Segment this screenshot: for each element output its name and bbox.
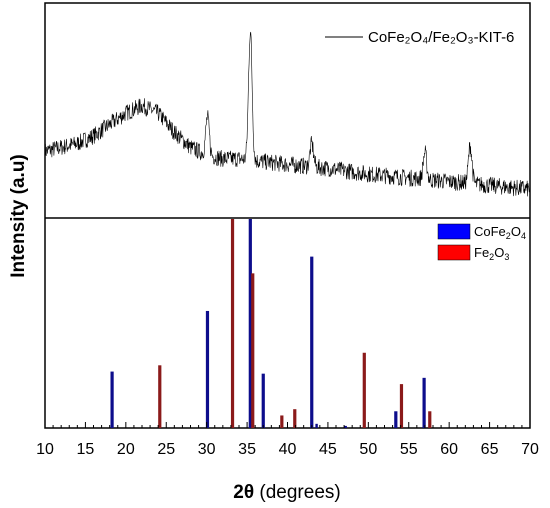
minor-reference-bar: [315, 423, 318, 428]
x-tick-label: 10: [36, 441, 54, 458]
minor-reference-bar: [344, 425, 347, 428]
cofe2o4-reference-bar: [248, 219, 252, 428]
x-tick-label: 40: [279, 441, 297, 458]
x-tick-label: 65: [481, 441, 499, 458]
fe2o3-reference-bar: [293, 409, 297, 428]
x-tick-label: 20: [117, 441, 135, 458]
cofe2o4-reference-bar: [110, 371, 114, 428]
fe2o3-reference-bar: [362, 352, 366, 428]
cofe2o4-reference-bar: [422, 377, 426, 428]
fe2o3-reference-bar: [230, 219, 235, 428]
x-tick-label: 60: [440, 441, 458, 458]
top-legend-label: CoFe₂O₄/Fe₂O₃-KIT-6: [368, 29, 514, 46]
x-axis-title: 2θ (degrees): [233, 482, 340, 503]
legend-label-fe2o3: Fe2O3: [474, 245, 509, 262]
x-tick-label: 55: [400, 441, 418, 458]
x-tick-label: 70: [521, 441, 539, 458]
legend-label-cofe2o4: CoFe2O4: [474, 224, 526, 241]
fe2o3-reference-bar: [158, 365, 162, 428]
top-legend: CoFe₂O₄/Fe₂O₃-KIT-6: [325, 29, 514, 46]
x-tick-label: 25: [157, 441, 175, 458]
cofe2o4-reference-bar: [310, 256, 314, 428]
fe2o3-reference-bar: [428, 411, 432, 428]
y-axis-title: Intensity (a.u): [8, 154, 29, 278]
x-tick-label: 30: [198, 441, 216, 458]
cofe2o4-reference-bar: [394, 411, 398, 428]
cofe2o4-reference-bar: [261, 373, 265, 428]
xrd-pattern-line: [44, 31, 531, 197]
x-tick-label: 50: [359, 441, 377, 458]
bottom-legend: CoFe2O4 Fe2O3: [437, 223, 526, 262]
plot-frame: [44, 2, 531, 429]
legend-swatch-fe2o3: [437, 244, 471, 261]
x-tick-label: 35: [238, 441, 256, 458]
x-tick-label: 15: [77, 441, 95, 458]
fe2o3-reference-bar: [251, 273, 255, 428]
legend-swatch-cofe2o4: [437, 223, 471, 240]
cofe2o4-reference-bar: [205, 310, 210, 428]
x-tick-label: 45: [319, 441, 337, 458]
top-panel: [44, 31, 531, 197]
bottom-panel: [110, 219, 432, 428]
x-axis: 10 15 20 25 30 35 40 45 50 55 60 65 70: [36, 422, 539, 458]
fe2o3-reference-bar: [280, 415, 284, 428]
fe2o3-reference-bar: [399, 384, 404, 428]
